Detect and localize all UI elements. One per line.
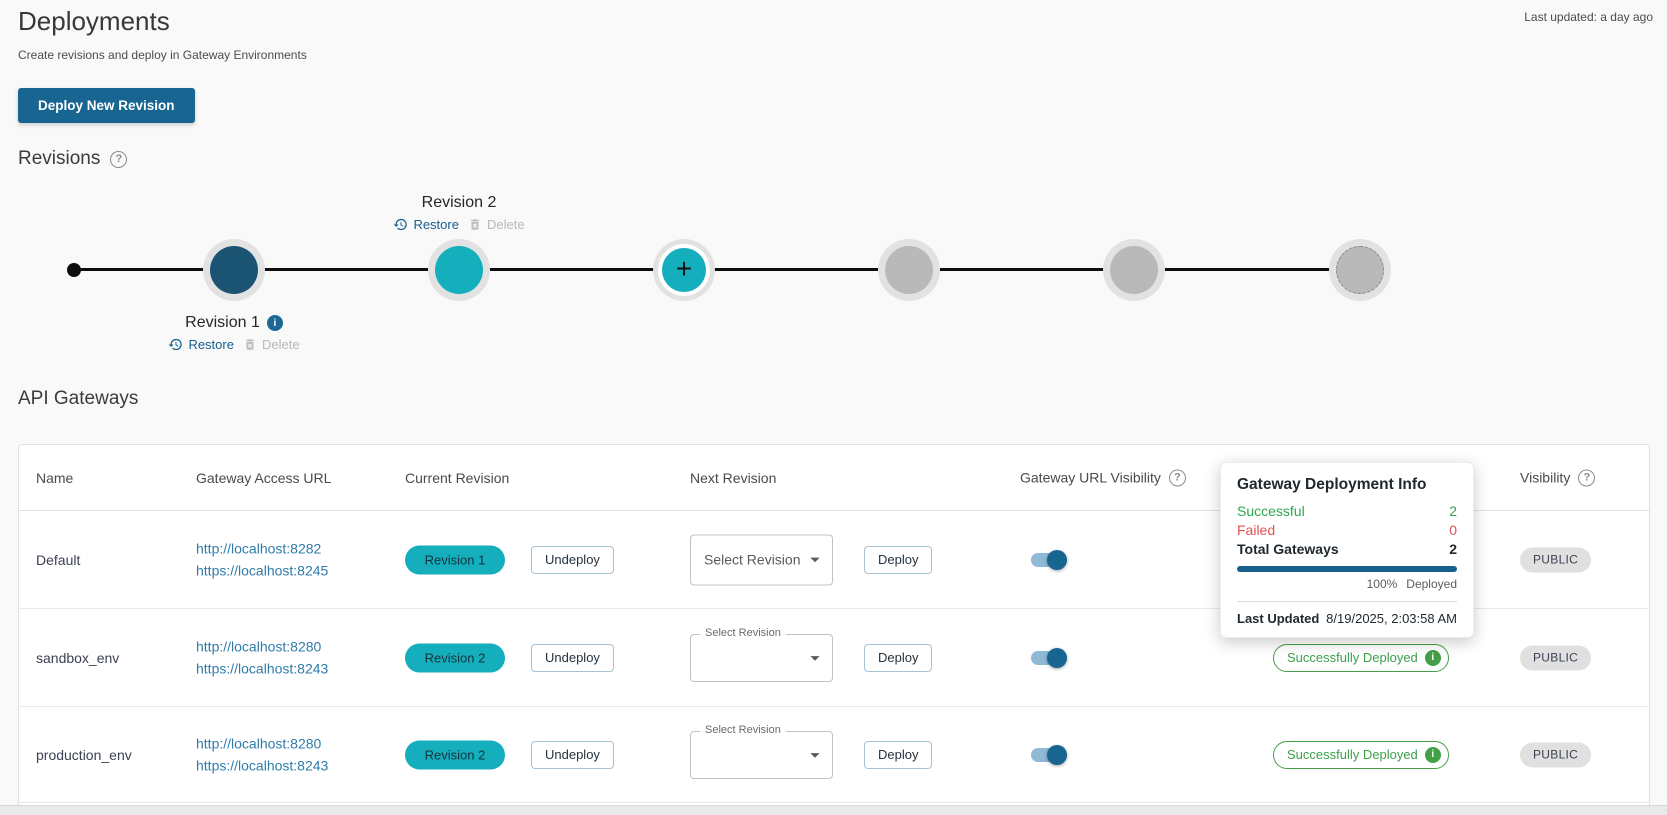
gateway-deployment-info-tooltip: Gateway Deployment Info Successful 2 Fai… xyxy=(1220,462,1474,638)
timeline-line xyxy=(74,268,1360,271)
gateway-access-urls: http://localhost:8280 https://localhost:… xyxy=(196,732,328,777)
current-revision-chip: Revision 2 xyxy=(405,740,505,769)
gateway-http-url-link[interactable]: http://localhost:8280 xyxy=(196,735,322,752)
gateway-https-url-link[interactable]: https://localhost:8243 xyxy=(196,660,329,677)
next-revision-select[interactable]: Select Revision xyxy=(690,723,833,779)
add-revision-node: + xyxy=(653,239,715,301)
trash-icon xyxy=(245,339,255,350)
trash-icon xyxy=(470,219,480,230)
tooltip-title: Gateway Deployment Info xyxy=(1237,476,1427,493)
column-header-next-revision: Next Revision xyxy=(690,469,777,486)
table-row-production-env: production_env http://localhost:8280 htt… xyxy=(19,707,1649,803)
timeline-start-dot xyxy=(67,263,81,277)
delete-revision-2-button: Delete xyxy=(468,217,525,232)
plus-icon[interactable]: + xyxy=(662,248,706,292)
column-header-current-revision: Current Revision xyxy=(405,469,510,486)
gateway-access-urls: http://localhost:8280 https://localhost:… xyxy=(196,635,328,680)
gateway-name: sandbox_env xyxy=(36,649,120,666)
column-header-gateway-access-url: Gateway Access URL xyxy=(196,469,332,486)
undeploy-button[interactable]: Undeploy xyxy=(531,740,614,769)
tooltip-failed-row: Failed 0 xyxy=(1237,522,1457,538)
chevron-down-icon xyxy=(810,655,820,661)
gateway-http-url-link[interactable]: http://localhost:8280 xyxy=(196,638,322,655)
visibility-badge: PUBLIC xyxy=(1520,742,1592,767)
info-icon: i xyxy=(1424,649,1441,666)
revision-2-actions: Restore Delete xyxy=(339,217,579,232)
undeploy-button[interactable]: Undeploy xyxy=(531,545,614,574)
gateway-url-visibility-toggle[interactable] xyxy=(1029,549,1069,570)
empty-revision-node xyxy=(1103,239,1165,301)
next-revision-select[interactable]: Select Revision xyxy=(690,626,833,682)
delete-revision-1-button: Delete xyxy=(243,337,300,352)
api-gateways-heading-label: API Gateways xyxy=(18,388,139,409)
deployment-percent: 100% Deployed xyxy=(1366,577,1457,591)
gateway-name: Default xyxy=(36,551,81,568)
gateway-url-visibility-toggle[interactable] xyxy=(1029,647,1069,668)
revision-1-actions: Restore Delete xyxy=(114,337,354,352)
revision-1-label: Revision 1 i xyxy=(185,314,283,332)
empty-revision-node-dashed xyxy=(1329,239,1391,301)
help-icon[interactable]: ? xyxy=(1578,469,1596,486)
info-icon[interactable]: i xyxy=(266,315,283,331)
horizontal-scrollbar[interactable] xyxy=(0,805,1667,815)
table-row-sandbox-env: sandbox_env http://localhost:8280 https:… xyxy=(19,609,1649,707)
visibility-badge: PUBLIC xyxy=(1520,645,1592,670)
gateway-url-visibility-toggle[interactable] xyxy=(1029,744,1069,765)
last-updated-text: Last updated: a day ago xyxy=(1524,10,1653,24)
page-subtitle: Create revisions and deploy in Gateway E… xyxy=(18,48,307,62)
deploy-button[interactable]: Deploy xyxy=(864,740,933,769)
revision-1-node[interactable] xyxy=(203,239,265,301)
help-icon[interactable]: ? xyxy=(110,150,128,168)
column-header-name: Name xyxy=(36,469,74,486)
tooltip-last-updated-row: Last Updated 8/19/2025, 2:03:58 AM xyxy=(1237,611,1457,626)
next-revision-select[interactable]: Select Revision xyxy=(690,534,833,585)
revisions-heading: Revisions ? xyxy=(18,148,128,170)
column-header-visibility: Visibility ? xyxy=(1520,469,1596,486)
revision-2-node[interactable] xyxy=(428,239,490,301)
history-icon xyxy=(394,218,408,231)
deploy-new-revision-button[interactable]: Deploy New Revision xyxy=(18,88,195,123)
restore-revision-2-button[interactable]: Restore xyxy=(393,217,459,232)
deploy-button[interactable]: Deploy xyxy=(864,643,933,672)
deployment-status-chip[interactable]: Successfully Deployed i xyxy=(1273,740,1449,769)
revision-2-block: Revision 2 Restore Delete xyxy=(339,194,579,232)
undeploy-button[interactable]: Undeploy xyxy=(531,643,614,672)
gateway-name: production_env xyxy=(36,746,132,763)
revision-2-label: Revision 2 xyxy=(421,194,497,211)
history-icon xyxy=(169,338,183,351)
revisions-heading-label: Revisions xyxy=(18,148,101,169)
empty-revision-node xyxy=(878,239,940,301)
visibility-badge: PUBLIC xyxy=(1520,547,1592,572)
column-header-gateway-url-visibility: Gateway URL Visibility ? xyxy=(1020,469,1186,486)
tooltip-total-row: Total Gateways 2 xyxy=(1237,541,1457,557)
chevron-down-icon xyxy=(810,752,820,758)
help-icon[interactable]: ? xyxy=(1168,469,1186,486)
info-icon: i xyxy=(1424,746,1441,763)
current-revision-chip: Revision 2 xyxy=(405,643,505,672)
restore-revision-1-button[interactable]: Restore xyxy=(168,337,234,352)
api-gateways-heading: API Gateways xyxy=(18,388,138,410)
tooltip-successful-row: Successful 2 xyxy=(1237,503,1457,519)
revision-1-block: Revision 1 i Restore Delete xyxy=(114,314,354,352)
table-row-default: Default http://localhost:8282 https://lo… xyxy=(19,511,1649,609)
deployment-status-chip[interactable]: Successfully Deployed i xyxy=(1273,643,1449,672)
deploy-button[interactable]: Deploy xyxy=(864,545,933,574)
gateway-http-url-link[interactable]: http://localhost:8282 xyxy=(196,540,322,557)
table-header-row: Name Gateway Access URL Current Revision… xyxy=(19,445,1649,511)
gateway-https-url-link[interactable]: https://localhost:8245 xyxy=(196,562,329,579)
gateway-https-url-link[interactable]: https://localhost:8243 xyxy=(196,757,329,774)
current-revision-chip: Revision 1 xyxy=(405,545,505,574)
gateway-access-urls: http://localhost:8282 https://localhost:… xyxy=(196,537,328,582)
tooltip-divider xyxy=(1237,601,1457,602)
page-title: Deployments xyxy=(18,6,170,36)
chevron-down-icon xyxy=(810,557,820,563)
deployment-progress-bar xyxy=(1237,566,1457,572)
